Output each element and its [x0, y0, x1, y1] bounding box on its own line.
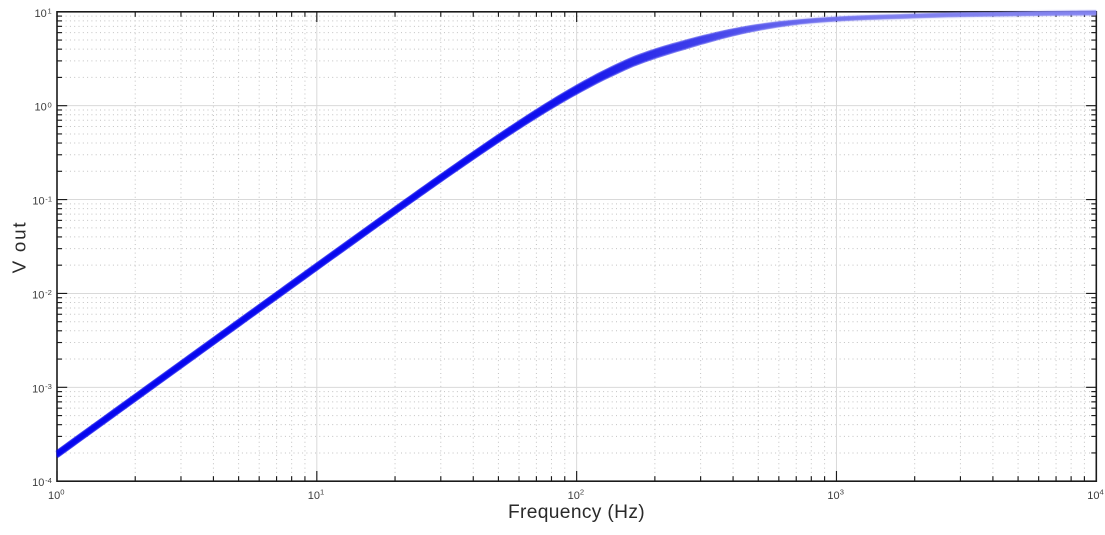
svg-text:10: 10 — [35, 102, 47, 114]
svg-text:V out: V out — [9, 221, 30, 274]
svg-text:10: 10 — [35, 8, 47, 20]
svg-text:10: 10 — [1087, 490, 1099, 502]
svg-text:10: 10 — [48, 490, 60, 502]
svg-text:10: 10 — [32, 383, 44, 395]
svg-text:0: 0 — [60, 488, 64, 497]
svg-text:10: 10 — [32, 196, 44, 208]
svg-text:-2: -2 — [45, 288, 52, 297]
svg-text:4: 4 — [1100, 488, 1104, 497]
svg-text:1: 1 — [320, 488, 324, 497]
svg-text:-3: -3 — [45, 382, 52, 391]
svg-text:10: 10 — [827, 490, 839, 502]
svg-text:2: 2 — [580, 488, 584, 497]
svg-text:0: 0 — [48, 100, 52, 109]
svg-text:10: 10 — [32, 477, 44, 489]
svg-text:10: 10 — [568, 490, 580, 502]
svg-text:-4: -4 — [45, 476, 52, 485]
svg-text:3: 3 — [840, 488, 844, 497]
svg-text:1: 1 — [48, 7, 52, 16]
svg-text:-1: -1 — [45, 194, 52, 203]
svg-text:Frequency (Hz): Frequency (Hz) — [508, 502, 645, 523]
svg-text:10: 10 — [32, 289, 44, 301]
svg-text:10: 10 — [308, 490, 320, 502]
